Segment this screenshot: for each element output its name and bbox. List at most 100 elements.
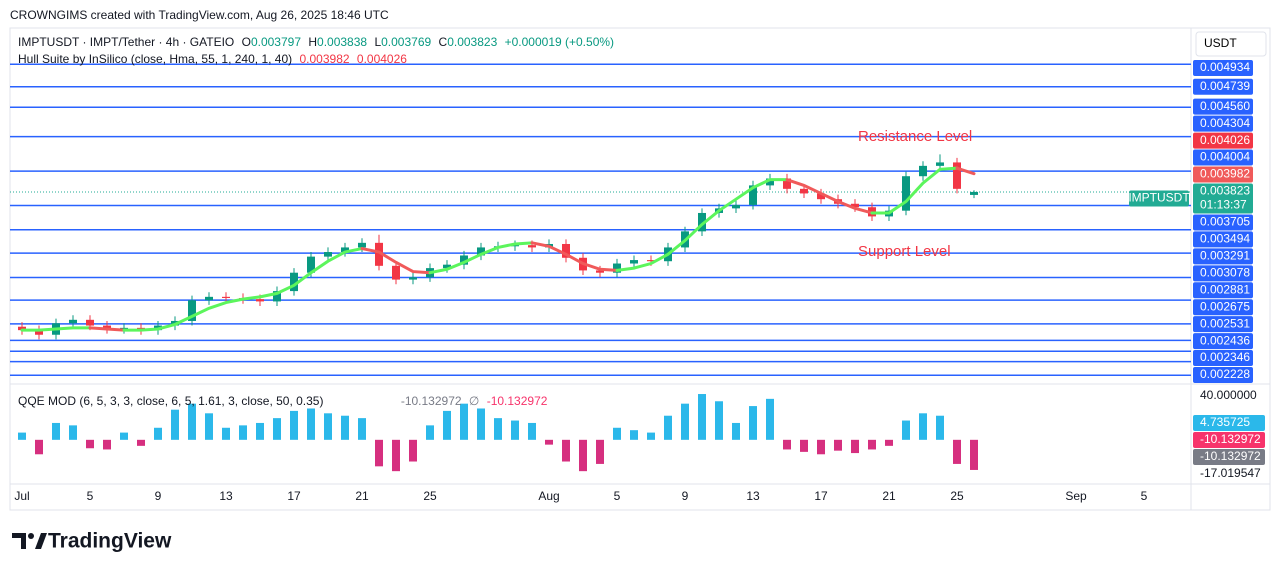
time-label: 17 xyxy=(814,489,828,503)
candle-body xyxy=(698,212,706,232)
qqe-label: -17.019547 xyxy=(1200,466,1261,480)
logo: TradingView xyxy=(48,530,172,553)
candle-body xyxy=(919,165,927,177)
qqe-bar xyxy=(749,406,757,440)
chart-frame xyxy=(9,27,1271,511)
time-label: 9 xyxy=(682,489,689,503)
time-label: 13 xyxy=(746,489,760,503)
price-label: 0.002675 xyxy=(1200,299,1250,313)
candle-body xyxy=(307,256,315,273)
candle-body xyxy=(630,260,638,264)
symbol-tag-box xyxy=(1129,190,1189,207)
time-label: 25 xyxy=(423,489,437,503)
candle-body xyxy=(86,319,94,326)
price-label-box xyxy=(1193,214,1253,231)
ohlc-value: 0.003769 xyxy=(381,35,432,49)
qqe-bar xyxy=(783,439,791,450)
qqe-bar xyxy=(647,432,655,440)
candle-body xyxy=(290,272,298,292)
candle-body xyxy=(511,245,519,247)
price-label: 0.004560 xyxy=(1200,99,1250,113)
candle-body xyxy=(817,193,825,200)
logo-icon xyxy=(12,533,47,549)
qqe-empty: ∅ xyxy=(468,394,480,408)
qqe-bar xyxy=(494,418,502,440)
hull-line xyxy=(870,166,959,215)
candle-body xyxy=(851,203,859,208)
resistance-annotation: Resistance Level xyxy=(858,128,973,145)
hull-line xyxy=(530,241,619,272)
qqe-bar xyxy=(698,394,706,440)
price-label: 0.003823 xyxy=(1200,184,1250,198)
price-label-box xyxy=(1193,265,1253,282)
price-label-box xyxy=(1193,367,1253,383)
price-label-box xyxy=(1193,98,1253,115)
qqe-bar xyxy=(579,439,587,472)
qqe-bar xyxy=(392,439,400,472)
time-label: 9 xyxy=(155,489,162,503)
time-label: 21 xyxy=(882,489,896,503)
candle-body xyxy=(953,162,961,189)
candle-body xyxy=(936,162,944,166)
ohlc-value: 0.003797 xyxy=(250,35,302,49)
price-label: 0.002531 xyxy=(1200,316,1250,330)
qqe-bar xyxy=(919,413,927,440)
qqe-label: -10.132972 xyxy=(1200,432,1261,446)
currency-box[interactable] xyxy=(1195,31,1267,57)
ohlc-close: C0.003823 xyxy=(439,35,498,49)
qqe-bar xyxy=(800,439,808,452)
price-label-box xyxy=(1193,299,1253,316)
hull-value: 0.003982 xyxy=(299,52,350,66)
hull-line xyxy=(122,247,364,332)
price-label: 0.004004 xyxy=(1200,150,1250,164)
ohlc-label: C xyxy=(438,35,448,49)
qqe-bar xyxy=(613,427,621,440)
qqe-bar xyxy=(120,432,128,440)
candle-body xyxy=(188,300,196,321)
qqe-title: QQE MOD (6, 5, 3, 3, close, 6, 5, 1.61, … xyxy=(18,394,324,408)
countdown: 01:13:37 xyxy=(1200,198,1247,212)
qqe-bar xyxy=(885,439,893,446)
candle-body xyxy=(103,325,111,330)
qqe-bar xyxy=(188,403,196,440)
candle-body xyxy=(613,263,621,273)
time-label: 5 xyxy=(1141,489,1148,503)
qqe-label: 40.000000 xyxy=(1200,388,1257,402)
qqe-bar xyxy=(409,439,417,462)
ohlc-high: H0.003838 xyxy=(308,35,367,49)
qqe-bar xyxy=(443,410,451,440)
candle-body xyxy=(528,245,536,248)
candle-body xyxy=(358,242,366,248)
symbol-tag: IMPTUSDT xyxy=(1128,191,1190,205)
price-label: 0.003982 xyxy=(1200,167,1250,181)
candle-body xyxy=(375,242,383,266)
price-label-box xyxy=(1193,282,1253,299)
qqe-bar xyxy=(545,439,553,445)
candle-body xyxy=(273,291,281,302)
change: +0.000019 (+0.50%) xyxy=(504,35,615,49)
price-label-box xyxy=(1193,333,1253,350)
price-label-box xyxy=(1193,115,1253,132)
time-label: Aug xyxy=(538,489,559,503)
qqe-label-box xyxy=(1193,415,1265,432)
price-label: 0.002436 xyxy=(1200,333,1250,347)
price-label: 0.002346 xyxy=(1200,350,1250,364)
qqe-bar xyxy=(103,439,111,450)
candle-body xyxy=(392,265,400,280)
hull-line xyxy=(360,247,432,275)
qqe-bar xyxy=(137,439,145,446)
price-label: 0.004739 xyxy=(1200,79,1250,93)
qqe-bar xyxy=(868,439,876,450)
qqe-bar xyxy=(630,430,638,440)
hull-line xyxy=(428,241,534,275)
qqe-label: 4.735725 xyxy=(1200,415,1250,429)
qqe-bar xyxy=(953,439,961,464)
candle-body xyxy=(341,247,349,253)
candle-body xyxy=(970,191,978,195)
time-label: 5 xyxy=(87,489,94,503)
time-label: 17 xyxy=(287,489,301,503)
qqe-bar xyxy=(817,439,825,455)
qqe-value: -10.132972 xyxy=(486,394,548,408)
qqe-bar xyxy=(205,413,213,440)
qqe-bar xyxy=(970,439,978,470)
